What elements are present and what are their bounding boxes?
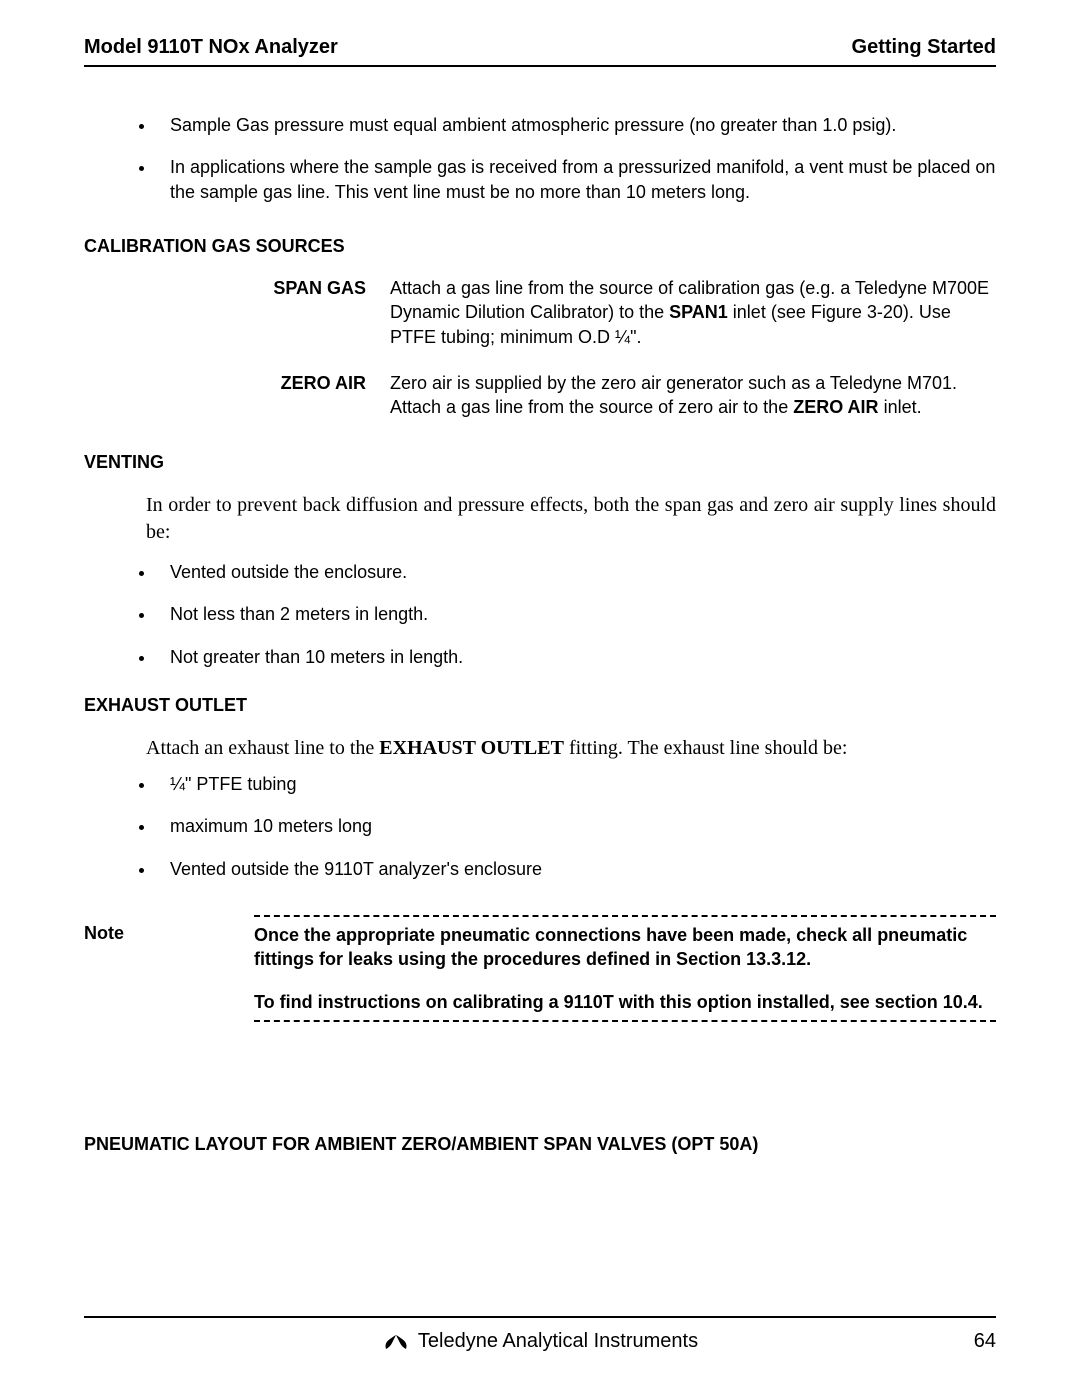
teledyne-logo-icon <box>382 1333 410 1351</box>
venting-heading: VENTING <box>84 450 996 474</box>
note-label: Note <box>84 915 254 1022</box>
exhaust-bullet-list: ¼" PTFE tubing maximum 10 meters long Ve… <box>156 772 996 881</box>
calibration-heading: CALIBRATION GAS SOURCES <box>84 234 996 258</box>
bold-segment: SPAN1 <box>669 302 728 322</box>
list-item: Not greater than 10 meters in length. <box>156 645 996 669</box>
list-item: ¼" PTFE tubing <box>156 772 996 796</box>
text-segment: inlet. <box>879 397 922 417</box>
page: Model 9110T NOx Analyzer Getting Started… <box>0 0 1080 1397</box>
list-item: maximum 10 meters long <box>156 814 996 838</box>
venting-bullet-list: Vented outside the enclosure. Not less t… <box>156 560 996 669</box>
intro-bullet-list: Sample Gas pressure must equal ambient a… <box>156 113 996 204</box>
body: Sample Gas pressure must equal ambient a… <box>84 67 996 1156</box>
bold-segment: ZERO AIR <box>793 397 878 417</box>
cal-label-span-gas: SPAN GAS <box>84 276 390 349</box>
note-block: Note Once the appropriate pneumatic conn… <box>84 915 996 1022</box>
page-number: 64 <box>974 1330 996 1353</box>
list-item: Sample Gas pressure must equal ambient a… <box>156 113 996 137</box>
footer-company: Teledyne Analytical Instruments <box>418 1330 698 1353</box>
calibration-row: ZERO AIR Zero air is supplied by the zer… <box>84 371 996 420</box>
calibration-row: SPAN GAS Attach a gas line from the sour… <box>84 276 996 349</box>
note-paragraph: To find instructions on calibrating a 91… <box>254 990 996 1014</box>
exhaust-heading: EXHAUST OUTLET <box>84 693 996 717</box>
venting-intro: In order to prevent back diffusion and p… <box>146 492 996 546</box>
bold-segment: EXHAUST OUTLET <box>379 737 564 759</box>
list-item: Not less than 2 meters in length. <box>156 602 996 626</box>
pneumatic-layout-heading: PNEUMATIC LAYOUT FOR AMBIENT ZERO/AMBIEN… <box>84 1132 996 1156</box>
cal-text: Attach a gas line from the source of cal… <box>390 276 996 349</box>
header-left: Model 9110T NOx Analyzer <box>84 36 338 59</box>
text-segment: Attach an exhaust line to the <box>146 737 379 759</box>
list-item: Vented outside the enclosure. <box>156 560 996 584</box>
list-item: In applications where the sample gas is … <box>156 155 996 204</box>
running-header: Model 9110T NOx Analyzer Getting Started <box>84 36 996 67</box>
cal-label-zero-air: ZERO AIR <box>84 371 390 420</box>
note-body: Once the appropriate pneumatic connectio… <box>254 915 996 1022</box>
exhaust-intro: Attach an exhaust line to the EXHAUST OU… <box>146 735 996 762</box>
cal-text: Zero air is supplied by the zero air gen… <box>390 371 996 420</box>
text-segment: fitting. The exhaust line should be: <box>564 737 847 759</box>
list-item: Vented outside the 9110T analyzer's encl… <box>156 857 996 881</box>
footer: Teledyne Analytical Instruments 64 <box>84 1316 996 1353</box>
note-paragraph: Once the appropriate pneumatic connectio… <box>254 923 996 972</box>
header-right: Getting Started <box>852 36 996 59</box>
